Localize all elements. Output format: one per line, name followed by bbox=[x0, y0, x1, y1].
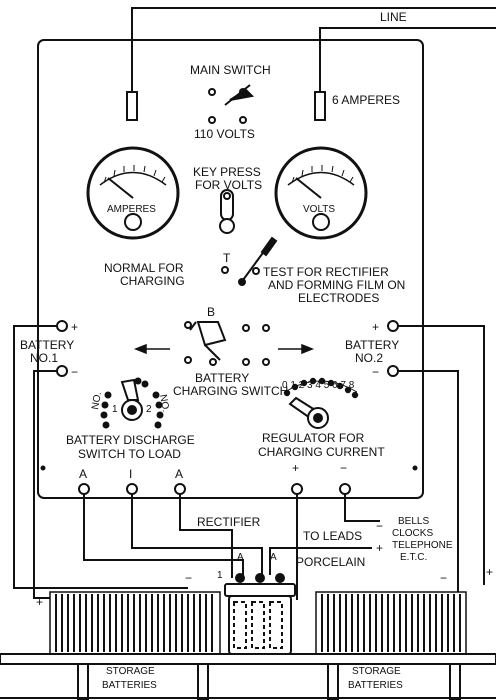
test-label-1: TEST FOR RECTIFIER bbox=[263, 265, 389, 279]
test-label-2: AND FORMING FILM ON bbox=[268, 278, 405, 292]
left-bank-minus-label: − bbox=[185, 571, 192, 585]
battery2-label-2: NO.2 bbox=[355, 351, 383, 365]
terminal-i[interactable] bbox=[126, 483, 138, 495]
battery1-minus-label: − bbox=[71, 365, 78, 379]
terminal-a-right-label: A bbox=[175, 467, 183, 481]
arrow-right-icon bbox=[278, 343, 315, 355]
terminal-plus-label: + bbox=[292, 461, 299, 475]
rectifier-1-label: 1 bbox=[217, 570, 223, 581]
test-switch-t[interactable] bbox=[221, 236, 278, 286]
rectifier-a2-label: A bbox=[270, 552, 277, 563]
leads-minus-label: − bbox=[376, 519, 383, 533]
switch-b-label: B bbox=[207, 305, 215, 319]
charging-switch-label-2: CHARGING SWITCH bbox=[173, 384, 288, 398]
terminal-plus[interactable] bbox=[291, 483, 303, 495]
to-leads-label: TO LEADS bbox=[303, 529, 362, 543]
storage-left-label-1: STORAGE bbox=[106, 666, 155, 677]
main-switch[interactable] bbox=[208, 84, 255, 124]
voltage-label: 110 VOLTS bbox=[194, 127, 255, 141]
line-wire-right bbox=[319, 27, 496, 92]
battery-charging-switch[interactable] bbox=[184, 321, 270, 366]
battery-shelf bbox=[0, 653, 496, 700]
terminal-i-label: I bbox=[129, 467, 132, 481]
regulator-label-2: CHARGING CURRENT bbox=[258, 445, 385, 459]
ammeter-label: AMPERES bbox=[107, 204, 156, 215]
terminal-a-left-label: A bbox=[79, 467, 87, 481]
rectifier-wiring bbox=[83, 494, 380, 600]
discharge-label-1: BATTERY DISCHARGE bbox=[66, 433, 195, 447]
fuse-right bbox=[314, 91, 326, 121]
right-bank-minus-label: − bbox=[440, 571, 447, 585]
etc-label: E.T.C. bbox=[400, 552, 427, 563]
discharge-no1-label: NO. bbox=[90, 391, 104, 410]
switch-t-label: T bbox=[223, 251, 231, 265]
battery2-minus-label: − bbox=[372, 365, 379, 379]
key-press-button[interactable] bbox=[219, 189, 235, 234]
battery1-label-1: BATTERY bbox=[20, 338, 74, 352]
fuse-rating-label: 6 AMPERES bbox=[332, 93, 400, 107]
storage-right-label-1: STORAGE bbox=[352, 666, 401, 677]
key-press-label-1: KEY PRESS bbox=[193, 165, 261, 179]
ammeter bbox=[86, 146, 180, 240]
left-bank-plus-label: + bbox=[36, 595, 43, 609]
battery1-label-2: NO.1 bbox=[30, 351, 58, 365]
battery2-label-1: BATTERY bbox=[345, 338, 399, 352]
regulator-scale: 0 1 2 3 4 5 6 7 8 bbox=[282, 380, 355, 391]
bells-label: BELLS bbox=[398, 516, 429, 527]
switchboard-panel bbox=[37, 39, 424, 499]
clocks-label: CLOCKS bbox=[392, 528, 433, 539]
storage-batteries-right bbox=[315, 591, 467, 655]
right-edge-plus-label: + bbox=[486, 565, 493, 579]
terminal-a-right[interactable] bbox=[174, 483, 186, 495]
voltmeter bbox=[274, 146, 368, 240]
terminal-minus-label: − bbox=[340, 461, 347, 475]
discharge-no2-label: NO. bbox=[157, 394, 171, 413]
battery1-plus-terminal[interactable] bbox=[56, 320, 68, 332]
line-label: LINE bbox=[380, 10, 407, 24]
fuse-left bbox=[126, 91, 138, 121]
discharge-label-2: SWITCH TO LOAD bbox=[78, 447, 181, 461]
voltmeter-label: VOLTS bbox=[303, 204, 335, 215]
porcelain-label: PORCELAIN bbox=[296, 555, 365, 569]
battery1-plus-label: + bbox=[71, 320, 78, 334]
terminal-a-left[interactable] bbox=[78, 483, 90, 495]
key-press-label-2: FOR VOLTS bbox=[195, 178, 262, 192]
battery2-plus-terminal[interactable] bbox=[387, 320, 399, 332]
battery1-minus-terminal[interactable] bbox=[56, 365, 68, 377]
terminal-minus[interactable] bbox=[339, 483, 351, 495]
storage-batteries-left bbox=[49, 591, 221, 655]
charging-regulator[interactable] bbox=[283, 377, 359, 429]
storage-left-label-2: BATTERIES bbox=[102, 680, 157, 691]
rectifier-a1-label: A bbox=[237, 552, 244, 563]
line-wire-left bbox=[131, 7, 496, 92]
discharge-two-label: 2 bbox=[146, 404, 152, 415]
battery2-minus-terminal[interactable] bbox=[387, 365, 399, 377]
normal-charging-label-1: NORMAL FOR bbox=[104, 261, 184, 275]
battery-discharge-switch[interactable] bbox=[100, 377, 164, 429]
regulator-label-1: REGULATOR FOR bbox=[262, 431, 365, 445]
charging-switch-label-1: BATTERY bbox=[195, 371, 249, 385]
rectifier-label: RECTIFIER bbox=[197, 515, 261, 529]
storage-right-label-2: BATTERIES bbox=[348, 680, 403, 691]
main-switch-label: MAIN SWITCH bbox=[190, 63, 271, 77]
telephone-label: TELEPHONE bbox=[392, 540, 453, 551]
leads-plus-label: + bbox=[376, 541, 383, 555]
test-label-3: ELECTRODES bbox=[298, 291, 379, 305]
rectifier-jar bbox=[224, 573, 296, 655]
discharge-one-label: 1 bbox=[112, 404, 118, 415]
normal-charging-label-2: CHARGING bbox=[120, 274, 185, 288]
battery2-plus-label: + bbox=[372, 320, 379, 334]
arrow-left-icon bbox=[133, 343, 170, 355]
